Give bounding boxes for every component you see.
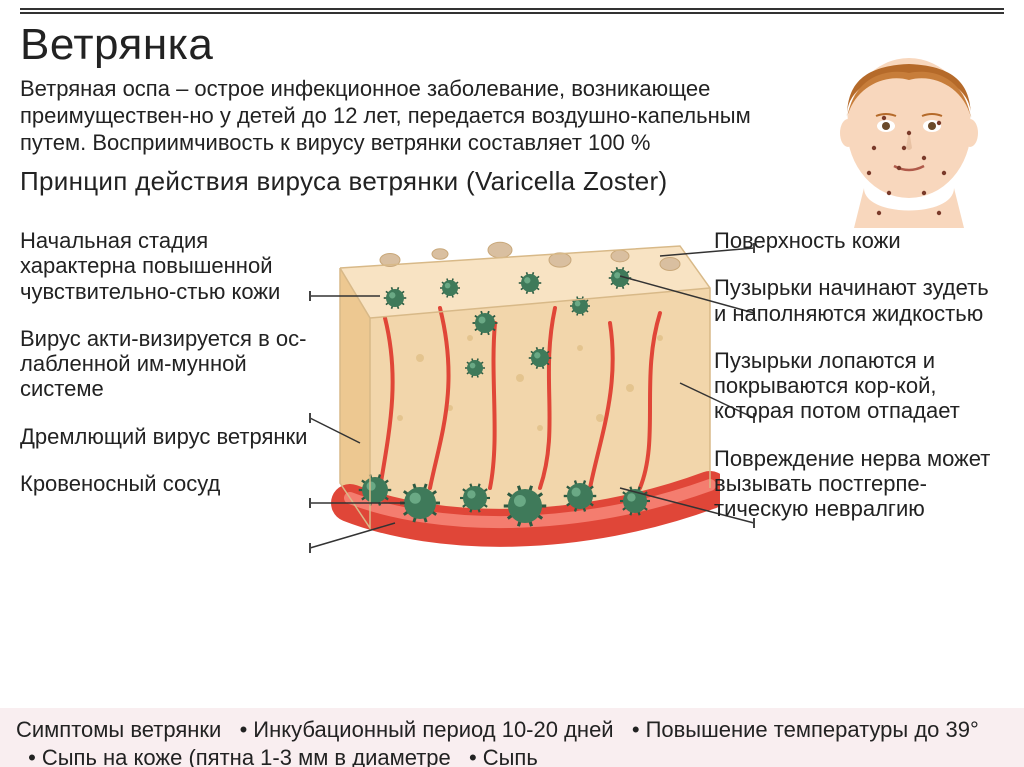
label-right-2: Пузырьки лопаются и покрываются кор-кой,…: [714, 348, 1004, 424]
labels-right: Поверхность кожи Пузырьки начинают зудет…: [714, 228, 1004, 522]
label-left-3: Кровеносный сосуд: [20, 471, 310, 496]
symptom-item-0: Инкубационный период 10-20 дней: [253, 717, 613, 742]
labels-left: Начальная стадия характерна повышенной ч…: [20, 228, 310, 496]
header: Ветрянка Ветряная оспа – острое инфекцио…: [20, 18, 1004, 228]
label-left-0: Начальная стадия характерна повышенной ч…: [20, 228, 310, 304]
label-right-3: Повреждение нерва может вызывать постгер…: [714, 446, 1004, 522]
page-title: Ветрянка: [20, 20, 804, 70]
bullet-icon: •: [233, 717, 247, 742]
subtitle: Принцип действия вируса ветрянки (Varice…: [20, 166, 804, 197]
bullet-icon: •: [626, 717, 640, 742]
header-left: Ветрянка Ветряная оспа – острое инфекцио…: [20, 18, 814, 205]
label-left-2: Дремлющий вирус ветрянки: [20, 424, 310, 449]
label-right-1: Пузырьки начинают зудеть и наполняются ж…: [714, 275, 1004, 326]
intro-paragraph: Ветряная оспа – острое инфекционное забо…: [20, 76, 804, 156]
symptoms-panel: Симптомы ветрянки •Инкубационный период …: [0, 708, 1024, 767]
child-with-chickenpox-illustration: [814, 18, 1004, 228]
top-rule: [20, 8, 1004, 14]
symptom-item-1: Повышение температуры до 39°: [646, 717, 979, 742]
symptoms-title: Симптомы ветрянки: [16, 717, 221, 742]
symptom-item-2: Сыпь на коже (пятна 1-3 мм в диаметре: [42, 745, 451, 767]
bullet-icon: •: [22, 745, 36, 767]
diagram-area: Начальная стадия характерна повышенной ч…: [20, 228, 1004, 598]
skin-cross-section: [320, 228, 720, 558]
bullet-icon: •: [463, 745, 477, 767]
skin-svg: [320, 228, 720, 558]
infographic-page: Ветрянка Ветряная оспа – острое инфекцио…: [0, 8, 1024, 767]
label-left-1: Вирус акти-визируется в ос-лабленной им-…: [20, 326, 310, 402]
child-svg: [814, 18, 1004, 228]
label-right-0: Поверхность кожи: [714, 228, 1004, 253]
symptom-item-3: Сыпь: [483, 745, 538, 767]
